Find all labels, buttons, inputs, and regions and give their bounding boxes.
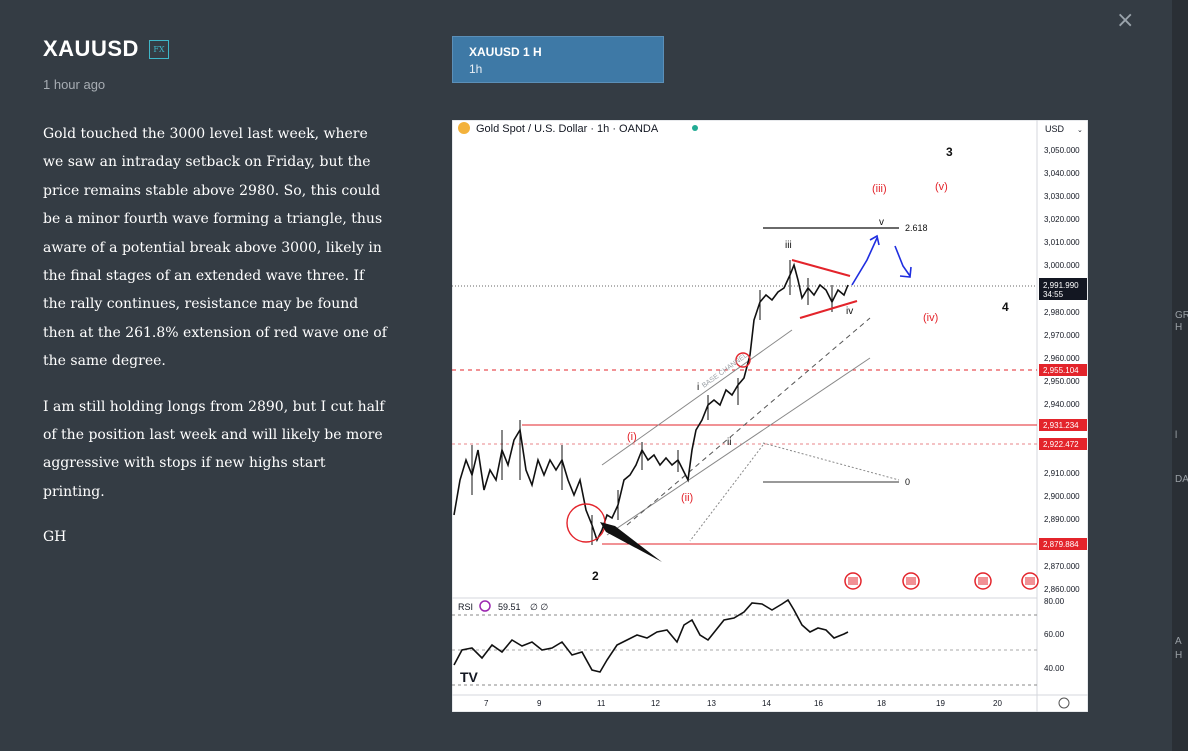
current-price-label: 2,991.990 [1043, 281, 1079, 290]
chart-tab-title: XAUUSD 1 H [469, 45, 542, 59]
chart-image[interactable]: Gold Spot / U.S. Dollar · 1h · OANDA USD… [452, 120, 1088, 712]
us-flag-event-icon [844, 572, 862, 590]
wave-label: 2 [592, 569, 599, 583]
market-open-dot-icon [692, 125, 698, 131]
wave-label: iv [846, 306, 853, 317]
price-level-label: 2,931.234 [1043, 421, 1079, 430]
wave-label: (ii) [681, 492, 693, 504]
rsi-extra: ∅ ∅ [530, 602, 548, 612]
wave-label: (i) [627, 431, 637, 443]
background-text-fragment: H [1175, 650, 1183, 661]
wave-label: (iv) [923, 312, 938, 324]
price-tick: 3,010.000 [1044, 238, 1080, 247]
price-tick: 2,890.000 [1044, 515, 1080, 524]
wave-label: 4 [1002, 300, 1009, 314]
rsi-value: 59.51 [498, 602, 521, 612]
background-text-fragment: l [1175, 430, 1178, 441]
price-level-label: 2,879.884 [1043, 540, 1079, 549]
price-tick: 3,050.000 [1044, 146, 1080, 155]
us-flag-event-icon [974, 572, 992, 590]
fib-level-label: 0 [905, 477, 910, 487]
price-tick: 2,870.000 [1044, 562, 1080, 571]
wave-label: iii [785, 240, 792, 251]
date-tick: 16 [814, 699, 823, 708]
tradingview-logo-icon: TV [460, 669, 479, 685]
close-icon[interactable]: × [1116, 8, 1135, 33]
chart-svg: Gold Spot / U.S. Dollar · 1h · OANDA USD… [452, 120, 1088, 712]
chart-tab-timeframe: 1h [469, 62, 483, 76]
wave-label: v [879, 217, 884, 228]
wave-label: (iii) [872, 183, 887, 195]
chart-symbol: Gold Spot / U.S. Dollar · 1h · OANDA [476, 123, 659, 135]
chart-settings-icon[interactable] [1058, 697, 1070, 709]
fib-level-label: 2.618 [905, 223, 928, 233]
market-badge: FX [149, 40, 169, 59]
rsi-tick: 40.00 [1044, 664, 1065, 673]
date-tick: 19 [936, 699, 945, 708]
post-signature: GH [43, 529, 67, 546]
price-tick: 3,030.000 [1044, 192, 1080, 201]
price-tick: 2,860.000 [1044, 585, 1080, 594]
price-tick: 2,980.000 [1044, 308, 1080, 317]
wave-label: ii [727, 437, 731, 448]
price-tick: 2,950.000 [1044, 377, 1080, 386]
wave-label: i [697, 382, 699, 393]
date-tick: 14 [762, 699, 771, 708]
chart-tab-xauusd-1h[interactable]: XAUUSD 1 H 1h [452, 36, 664, 83]
us-flag-event-icon [1021, 572, 1039, 590]
post-paragraph: Gold touched the 3000 level last week, w… [43, 126, 387, 370]
price-tick: 2,910.000 [1044, 469, 1080, 478]
rsi-tick: 80.00 [1044, 597, 1065, 606]
candle-countdown: 34:55 [1043, 290, 1064, 299]
price-level-label: 2,922.472 [1043, 440, 1079, 449]
rsi-settings-icon[interactable] [479, 600, 491, 612]
date-tick: 13 [707, 699, 716, 708]
price-tick: 3,040.000 [1044, 169, 1080, 178]
rsi-label: RSI [458, 602, 473, 612]
price-tick: 2,960.000 [1044, 354, 1080, 363]
chevron-down-icon: ⌄ [1077, 127, 1083, 134]
post-body: Gold touched the 3000 level last week, w… [43, 120, 388, 569]
background-text-fragment: H [1175, 322, 1183, 333]
us-flag-event-icon [902, 572, 920, 590]
post-paragraph: I am still holding longs from 2890, but … [43, 398, 385, 500]
currency-select[interactable]: USD [1045, 124, 1065, 134]
price-tick: 2,970.000 [1044, 331, 1080, 340]
date-tick: 9 [537, 699, 542, 708]
background-text-fragment: A [1175, 636, 1182, 647]
date-tick: 7 [484, 699, 489, 708]
gold-logo-icon [458, 122, 470, 134]
wave-label: 3 [946, 145, 953, 159]
date-tick: 11 [597, 699, 606, 708]
date-tick: 18 [877, 699, 886, 708]
date-tick: 12 [651, 699, 660, 708]
price-tick: 3,020.000 [1044, 215, 1080, 224]
rsi-tick: 60.00 [1044, 630, 1065, 639]
wave-label: (v) [935, 181, 948, 193]
background-page-strip [1172, 0, 1188, 751]
price-tick: 3,000.000 [1044, 261, 1080, 270]
background-text-fragment: DA [1175, 474, 1188, 485]
post-title: XAUUSD [43, 36, 139, 61]
post-timestamp: 1 hour ago [43, 77, 106, 92]
date-tick: 20 [993, 699, 1002, 708]
price-level-label: 2,955.104 [1043, 366, 1079, 375]
price-tick: 2,900.000 [1044, 492, 1080, 501]
price-tick: 2,940.000 [1044, 400, 1080, 409]
background-text-fragment: GR [1175, 310, 1188, 321]
